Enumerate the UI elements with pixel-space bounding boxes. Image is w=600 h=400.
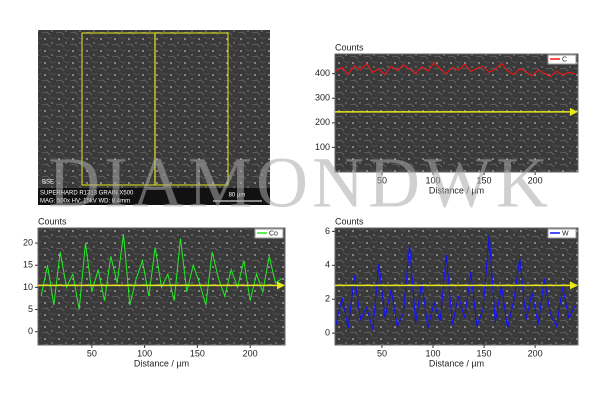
data-line xyxy=(335,234,576,330)
caption: SUPERHARD R1313 GRAIN X500 xyxy=(40,191,134,197)
legend-box xyxy=(547,54,577,65)
y-tick-label: 20 xyxy=(23,237,33,247)
x-tick-label: 200 xyxy=(528,348,543,358)
y-tick-label: 2 xyxy=(325,294,330,304)
y-tick-label: 5 xyxy=(28,304,33,314)
y-tick-label: 100 xyxy=(315,142,330,152)
legend-box xyxy=(254,228,284,239)
scan-arrow xyxy=(277,281,285,290)
x-tick-label: 50 xyxy=(87,348,97,358)
y-tick-label: 0 xyxy=(28,326,33,336)
x-tick-label: 100 xyxy=(426,175,441,185)
sem-micrograph xyxy=(38,30,270,205)
x-tick-label: 150 xyxy=(477,348,492,358)
detector-label: BSE xyxy=(42,180,54,186)
legend-label: C xyxy=(562,56,567,63)
info-bar xyxy=(38,188,270,205)
x-tick-label: 200 xyxy=(243,348,258,358)
x-tick-label: 100 xyxy=(137,348,152,358)
y-tick-label: 0 xyxy=(325,328,330,338)
parameters: MAG: 500x HV: 15kV WD: 8.4mm xyxy=(40,199,130,205)
x-axis-label: Distance / µm xyxy=(429,358,484,368)
y-tick-label: 300 xyxy=(315,93,330,103)
y-tick-label: 6 xyxy=(325,226,330,236)
x-axis-label: Distance / µm xyxy=(134,358,189,368)
legend-label: W xyxy=(562,230,569,237)
x-tick-label: 200 xyxy=(528,175,543,185)
sem-image: BSE SUPERHARD R1313 GRAIN X500 MAG: 500x… xyxy=(38,30,270,205)
plot-area xyxy=(334,227,579,346)
x-axis-label: Distance / µm xyxy=(429,185,484,195)
y-tick-label: 400 xyxy=(315,68,330,78)
y-axis-label: Counts xyxy=(335,216,364,226)
x-tick-label: 150 xyxy=(477,175,492,185)
scan-arrow xyxy=(570,107,578,116)
y-axis-label: Counts xyxy=(38,216,67,226)
data-line xyxy=(40,234,283,310)
watermark: DIAMONDWK xyxy=(48,143,552,223)
y-axis-label: Counts xyxy=(335,42,364,52)
data-line xyxy=(335,61,576,78)
x-tick-label: 50 xyxy=(377,348,387,358)
y-tick-label: 4 xyxy=(325,260,330,270)
plot-area xyxy=(334,53,579,173)
x-tick-label: 50 xyxy=(377,175,387,185)
scan-arrow xyxy=(570,281,578,290)
y-tick-label: 15 xyxy=(23,260,33,270)
y-tick-label: 10 xyxy=(23,282,33,292)
legend-label: Co xyxy=(269,230,278,237)
y-tick-label: 200 xyxy=(315,117,330,127)
legend-box xyxy=(547,228,577,239)
x-tick-label: 100 xyxy=(426,348,441,358)
scale-label: 80 µm xyxy=(229,193,246,199)
x-tick-label: 150 xyxy=(190,348,205,358)
